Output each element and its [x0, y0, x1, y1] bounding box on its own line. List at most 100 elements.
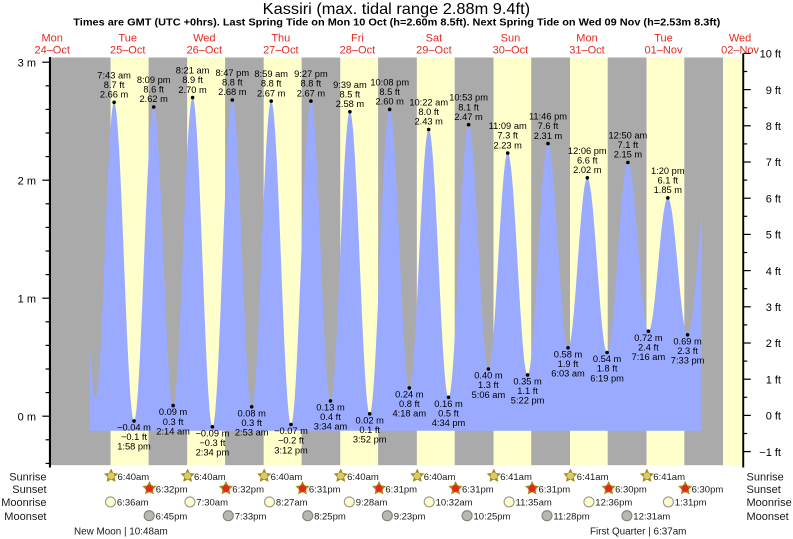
svg-text:Mon: Mon [576, 32, 597, 44]
svg-text:−0.04 m: −0.04 m [117, 423, 151, 433]
svg-text:Times are GMT (UTC +0hrs). Las: Times are GMT (UTC +0hrs). Last Spring T… [73, 17, 720, 28]
svg-text:Tue: Tue [118, 32, 137, 44]
svg-text:6:40am: 6:40am [424, 472, 456, 483]
svg-text:Wed: Wed [729, 32, 751, 44]
svg-text:7.6 ft: 7.6 ft [538, 121, 559, 131]
svg-text:−1 ft: −1 ft [759, 447, 781, 459]
svg-text:8:25pm: 8:25pm [314, 512, 346, 523]
svg-text:6:45pm: 6:45pm [156, 512, 188, 523]
svg-text:6.1 ft: 6.1 ft [657, 176, 678, 186]
svg-text:9:39 am: 9:39 am [333, 80, 367, 90]
svg-text:1.3 ft: 1.3 ft [478, 380, 499, 390]
svg-text:2.3 ft: 2.3 ft [677, 346, 698, 356]
svg-text:8.7 ft: 8.7 ft [104, 80, 125, 90]
svg-text:6:41am: 6:41am [577, 472, 609, 483]
svg-text:2.47 m: 2.47 m [454, 112, 483, 122]
svg-text:2.62 m: 2.62 m [139, 94, 168, 104]
svg-text:1:20 pm: 1:20 pm [651, 166, 685, 176]
svg-text:5 ft: 5 ft [766, 230, 781, 242]
svg-text:10:32am: 10:32am [436, 498, 473, 509]
svg-text:Wed: Wed [193, 32, 215, 44]
svg-text:2.58 m: 2.58 m [336, 99, 365, 109]
svg-text:11:28pm: 11:28pm [553, 512, 589, 523]
svg-text:−0.09 m: −0.09 m [195, 428, 229, 438]
svg-text:6:40am: 6:40am [271, 472, 303, 483]
svg-text:1.85 m: 1.85 m [654, 185, 683, 195]
svg-text:7:16 am: 7:16 am [632, 352, 666, 362]
svg-text:Moonrise: Moonrise [747, 497, 792, 509]
svg-text:2.43 m: 2.43 m [414, 117, 443, 127]
svg-text:7 ft: 7 ft [766, 157, 781, 169]
svg-text:3:12 pm: 3:12 pm [274, 445, 308, 455]
svg-text:8:47 pm: 8:47 pm [216, 68, 250, 78]
svg-text:6:30pm: 6:30pm [692, 484, 724, 495]
svg-text:Sat: Sat [426, 32, 443, 44]
svg-text:6:32pm: 6:32pm [232, 484, 264, 495]
svg-text:12:50 am: 12:50 am [609, 131, 648, 141]
svg-text:0.40 m: 0.40 m [474, 371, 503, 381]
svg-text:0.69 m: 0.69 m [673, 336, 702, 346]
svg-text:31–Oct: 31–Oct [569, 44, 604, 56]
svg-text:7:43 am: 7:43 am [97, 70, 131, 80]
svg-text:1:31pm: 1:31pm [675, 498, 707, 509]
svg-text:8:59 am: 8:59 am [254, 69, 288, 79]
svg-text:2:53 am: 2:53 am [235, 428, 269, 438]
svg-text:11:35am: 11:35am [516, 498, 552, 509]
svg-text:6:31pm: 6:31pm [462, 484, 494, 495]
svg-text:0.5 ft: 0.5 ft [438, 409, 459, 419]
svg-text:1 m: 1 m [18, 293, 36, 305]
svg-text:0.13 m: 0.13 m [316, 403, 345, 413]
svg-text:0.1 ft: 0.1 ft [359, 425, 380, 435]
svg-text:1:58 pm: 1:58 pm [117, 442, 151, 452]
svg-text:6:31pm: 6:31pm [539, 484, 571, 495]
svg-text:6:41am: 6:41am [653, 472, 685, 483]
svg-text:0.24 m: 0.24 m [395, 390, 424, 400]
svg-text:0.72 m: 0.72 m [634, 333, 663, 343]
svg-text:10:08 pm: 10:08 pm [370, 77, 409, 87]
svg-text:Kassiri (max. tidal range 2.88: Kassiri (max. tidal range 2.88m 9.4ft) [263, 1, 530, 18]
svg-text:Sunrise: Sunrise [747, 471, 784, 483]
svg-text:10:53 pm: 10:53 pm [449, 93, 488, 103]
svg-text:0 m: 0 m [18, 411, 36, 423]
svg-text:0.09 m: 0.09 m [159, 407, 188, 417]
svg-text:2.67 m: 2.67 m [257, 88, 286, 98]
svg-text:10:25pm: 10:25pm [474, 512, 511, 523]
svg-text:3 m: 3 m [18, 57, 36, 69]
svg-text:1.9 ft: 1.9 ft [558, 359, 579, 369]
svg-text:1.8 ft: 1.8 ft [597, 364, 618, 374]
svg-text:6:36am: 6:36am [117, 498, 149, 509]
svg-text:12:31am: 12:31am [633, 512, 670, 523]
svg-text:8.8 ft: 8.8 ft [261, 79, 282, 89]
svg-text:0.02 m: 0.02 m [355, 415, 384, 425]
svg-text:6:40am: 6:40am [347, 472, 379, 483]
svg-text:11:09 am: 11:09 am [489, 121, 527, 131]
svg-text:0.3 ft: 0.3 ft [241, 418, 262, 428]
svg-text:30–Oct: 30–Oct [493, 44, 528, 56]
svg-text:Moonset: Moonset [747, 511, 789, 523]
svg-text:9:27 pm: 9:27 pm [294, 69, 328, 79]
svg-text:7:33 pm: 7:33 pm [671, 356, 705, 366]
svg-text:8:27am: 8:27am [276, 498, 308, 509]
svg-text:6:40am: 6:40am [194, 472, 226, 483]
svg-text:4:18 am: 4:18 am [393, 409, 427, 419]
svg-text:2.4 ft: 2.4 ft [638, 342, 659, 352]
svg-text:9:23pm: 9:23pm [394, 512, 426, 523]
svg-text:Sun: Sun [501, 32, 521, 44]
svg-text:6.6 ft: 6.6 ft [577, 155, 598, 165]
svg-text:Fri: Fri [351, 32, 364, 44]
svg-text:6:40am: 6:40am [118, 472, 150, 483]
svg-text:7:33pm: 7:33pm [235, 512, 267, 523]
svg-text:Thu: Thu [271, 32, 290, 44]
svg-text:27–Oct: 27–Oct [263, 44, 298, 56]
svg-text:Tue: Tue [654, 32, 673, 44]
svg-text:0.08 m: 0.08 m [237, 408, 266, 418]
svg-text:7:30am: 7:30am [196, 498, 228, 509]
svg-text:7.3 ft: 7.3 ft [497, 131, 518, 141]
svg-text:2.70 m: 2.70 m [178, 85, 207, 95]
svg-text:8.1 ft: 8.1 ft [458, 102, 479, 112]
svg-text:2.60 m: 2.60 m [375, 97, 404, 107]
svg-text:26–Oct: 26–Oct [187, 44, 222, 56]
svg-text:−0.3 ft: −0.3 ft [199, 438, 226, 448]
svg-text:0.16 m: 0.16 m [434, 399, 463, 409]
svg-text:0.8 ft: 0.8 ft [399, 399, 420, 409]
